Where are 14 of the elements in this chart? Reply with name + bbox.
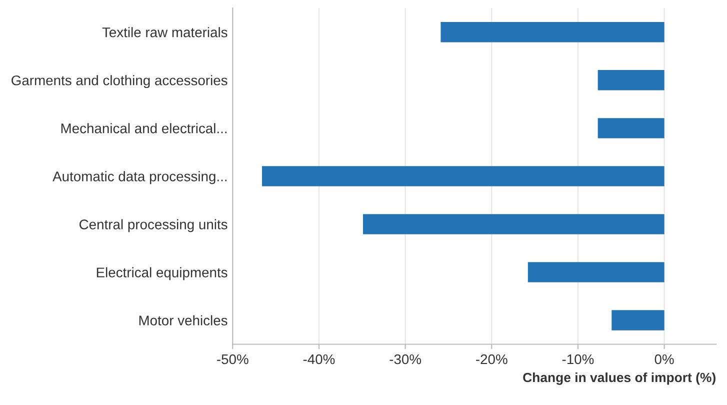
y-tick-label: Automatic data processing... xyxy=(52,171,227,184)
x-tick-label: -20% xyxy=(476,354,508,364)
y-tick-label: Central processing units xyxy=(80,219,228,232)
y-tick-label: Motor vehicles xyxy=(139,315,228,326)
y-tick-label: Electrical equipments xyxy=(96,267,228,280)
x-tick-label: -30% xyxy=(390,354,422,364)
x-tick-label: -50% xyxy=(217,354,248,364)
y-tick-label: Textile raw materials xyxy=(102,27,228,38)
x-axis-title: Change in values of import (%) xyxy=(523,372,716,385)
x-tick-label: 0% xyxy=(654,354,674,364)
y-tick-label: Mechanical and electrical... xyxy=(61,123,227,134)
x-tick-label: -10% xyxy=(562,354,594,364)
y-tick-label: Garments and clothing accessories xyxy=(12,75,228,88)
x-tick-label: -40% xyxy=(303,354,335,364)
